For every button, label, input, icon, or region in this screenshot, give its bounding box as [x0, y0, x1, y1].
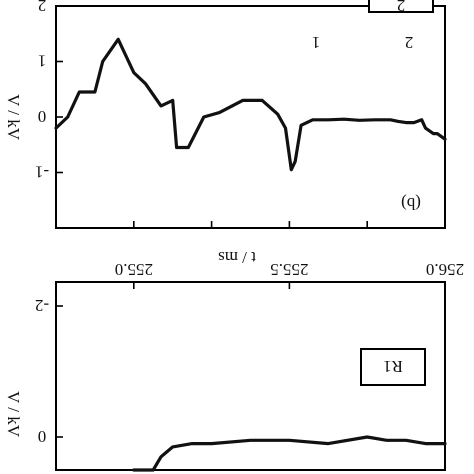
panel-r1-xtick-label: 256.0 — [426, 260, 464, 279]
panel-b-ytick-label: -1 — [35, 163, 49, 182]
panel-r1-ytick-label: -2 — [35, 296, 49, 315]
panel-b-annotation-1: 1 — [312, 33, 321, 52]
panel-b-ylabel: V / kV — [4, 94, 23, 141]
panel-b-ytick-label: 0 — [38, 107, 47, 126]
panel-b-label: (b) — [401, 194, 421, 213]
panel-r1-ytick-group: -2 0 — [35, 296, 63, 446]
panel-r1-ylabel: V / kV — [4, 391, 23, 438]
panel-r1-xtick-label: 255.0 — [115, 260, 153, 279]
panel-r1-legend-box — [360, 348, 426, 386]
panel-r1-ytick-label: 0 — [38, 427, 47, 446]
panel-b-xlabel: t / ms — [218, 248, 256, 267]
panel-b-ytick-label: 1 — [38, 52, 47, 71]
panel-r1-xtick-label: 255.5 — [270, 260, 308, 279]
panel-b-frame — [55, 5, 446, 229]
panel-b-legend-box — [368, 0, 434, 13]
panel-b-ytick-group: -1 0 1 2 — [35, 0, 368, 228]
panel-b-ytick-label: 2 — [38, 0, 47, 15]
panel-r1-legend-text: R1 — [383, 357, 403, 376]
panel-r1-xtick-group: 255.0 255.5 256.0 — [115, 260, 464, 289]
panel-r1-frame — [55, 281, 446, 471]
panel-b-series-line — [54, 37, 447, 172]
panel-b-annotation-2: 2 — [405, 33, 414, 52]
panel-r1-series-line — [132, 435, 447, 472]
panel-b-legend-text: 2 — [397, 0, 406, 15]
